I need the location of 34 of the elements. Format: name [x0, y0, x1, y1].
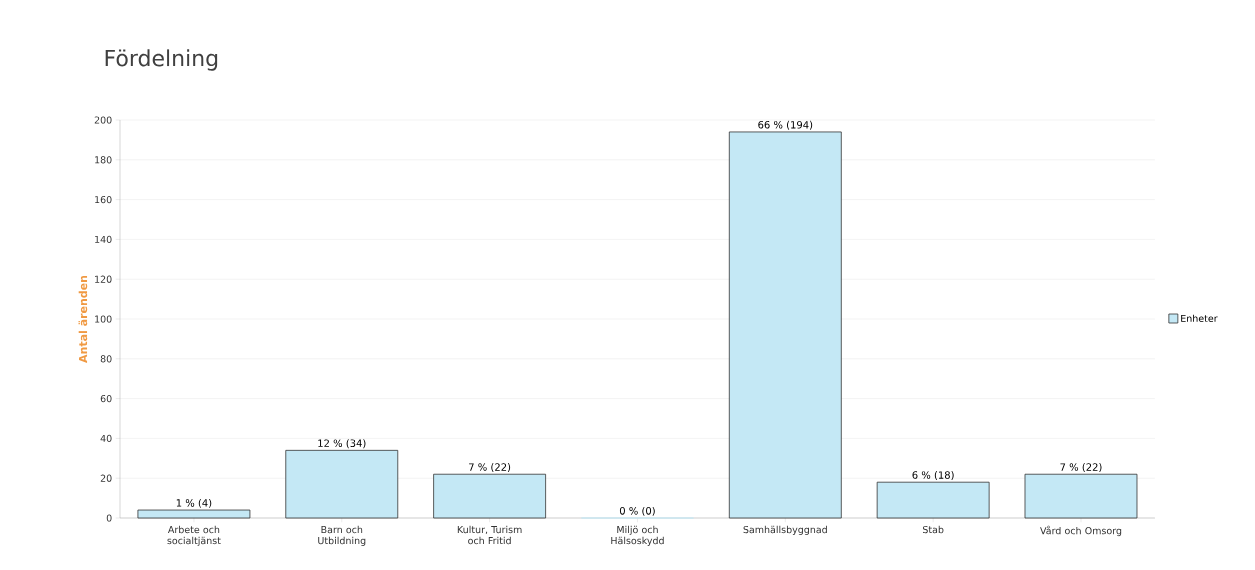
chart-title: Fördelning: [105, 49, 218, 71]
data-label: 0 % (0): [619, 506, 655, 516]
x-tick-label: Barn och Utbildning: [318, 525, 366, 546]
x-tick-label: Miljö och Hälsoskydd: [611, 525, 664, 546]
x-tick-label: Arbete och socialtjänst: [167, 525, 221, 546]
x-tick-label: Kultur, Turism och Fritid: [457, 525, 522, 545]
data-label: 7 % (22): [1060, 463, 1102, 473]
y-tick-label: 20: [100, 474, 112, 482]
legend-label: Enheter: [1181, 314, 1218, 323]
data-label: 1 % (4): [176, 498, 212, 508]
y-tick-label: 180: [95, 156, 112, 164]
x-tick-label: Vård och Omsorg: [1040, 525, 1122, 537]
y-axis-title: Antal ärenden: [78, 275, 88, 363]
data-label: 12 % (34): [318, 439, 366, 449]
data-label: 66 % (194): [758, 120, 813, 130]
bar: [876, 481, 990, 519]
x-tick-label: Samhällsbyggnad: [743, 525, 827, 535]
bar: [137, 509, 251, 519]
bar: [728, 131, 842, 519]
bar: [285, 449, 399, 519]
y-tick-label: 140: [95, 235, 112, 243]
bar: [433, 473, 547, 519]
data-label: 6 % (18): [912, 471, 954, 480]
y-tick-label: 80: [100, 355, 112, 363]
data-label: 7 % (22): [469, 463, 511, 473]
bar: [1024, 473, 1138, 519]
y-tick-label: 100: [95, 315, 112, 323]
y-tick-label: 0: [106, 514, 112, 522]
x-tick-label: Stab: [922, 525, 944, 534]
y-tick-label: 40: [100, 434, 112, 443]
y-tick-label: 200: [94, 116, 112, 124]
y-tick-label: 60: [100, 395, 112, 403]
y-tick-label: 160: [95, 196, 112, 204]
y-tick-label: 120: [95, 275, 112, 283]
